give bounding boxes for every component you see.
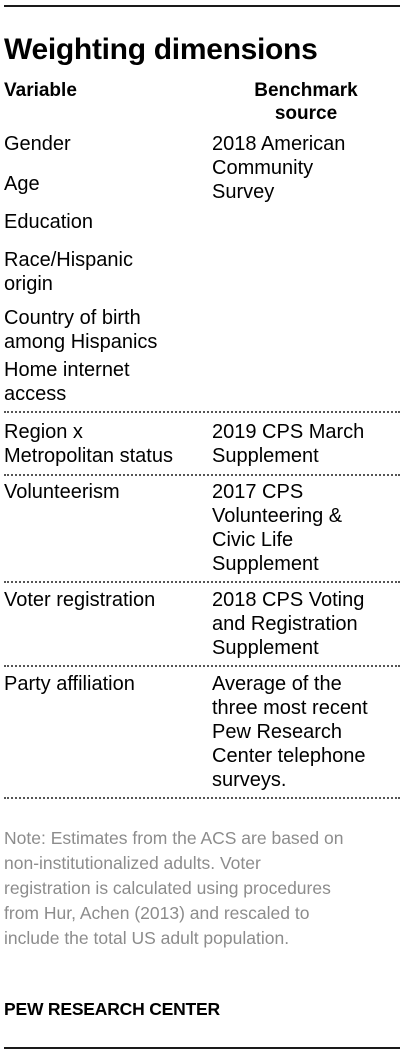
- variable-line: among Hispanics: [4, 331, 158, 353]
- note-line: Note: Estimates from the ACS are based o…: [4, 828, 344, 848]
- table-cell-source: 2018 American Community Survey: [212, 132, 345, 204]
- source-line: Supplement: [212, 637, 319, 659]
- variable-line: origin: [4, 273, 53, 295]
- table-cell-source: 2019 CPS March Supplement: [212, 420, 364, 468]
- source-line: Center telephone: [212, 745, 366, 767]
- table-cell-variable: Age: [4, 172, 40, 196]
- source-line: three most recent: [212, 697, 368, 719]
- source-line: Supplement: [212, 553, 319, 575]
- row-divider: [4, 474, 400, 476]
- variable-line: Age: [4, 173, 40, 195]
- table-cell-source: Average of the three most recent Pew Res…: [212, 672, 368, 792]
- top-rule: [4, 5, 400, 7]
- column-header-source-line: source: [274, 103, 338, 124]
- source-line: Volunteering &: [212, 505, 343, 527]
- variable-line: Party affiliation: [4, 673, 135, 695]
- source-line: and Registration: [212, 613, 358, 635]
- table-cell-variable: Race/Hispanic origin: [4, 248, 133, 296]
- source-line: 2018 American: [212, 133, 346, 155]
- note-line: non-institutionalized adults. Voter: [4, 853, 261, 873]
- variable-line: Metropolitan status: [4, 445, 173, 467]
- bottom-rule: [4, 1047, 400, 1049]
- source-line: Average of the: [212, 673, 342, 695]
- source-line: Civic Life: [212, 529, 294, 551]
- column-header-source-line: Benchmark: [254, 80, 358, 101]
- source-line: Survey: [212, 181, 275, 203]
- note-line: from Hur, Achen (2013) and rescaled to: [4, 903, 310, 923]
- note-line: include the total US adult population.: [4, 928, 290, 948]
- table-cell-source: 2017 CPS Volunteering & Civic Life Suppl…: [212, 480, 342, 576]
- variable-line: access: [4, 383, 67, 405]
- source-line: Pew Research: [212, 721, 343, 743]
- variable-line: Voter registration: [4, 589, 156, 611]
- note-line: registration is calculated using procedu…: [4, 878, 331, 898]
- source-line: 2018 CPS Voting: [212, 589, 365, 611]
- variable-line: Region x: [4, 421, 83, 443]
- table-cell-variable: Party affiliation: [4, 672, 135, 696]
- row-divider: [4, 797, 400, 799]
- column-header-variable: Variable: [4, 79, 77, 102]
- page-title: Weighting dimensions: [4, 33, 318, 66]
- column-header-source: Benchmark source: [236, 79, 376, 125]
- variable-line: Volunteerism: [4, 481, 120, 503]
- org-credit: PEW RESEARCH CENTER: [4, 999, 220, 1019]
- variable-line: Race/Hispanic: [4, 249, 133, 271]
- row-divider: [4, 411, 400, 413]
- row-divider: [4, 581, 400, 583]
- table-cell-source: 2018 CPS Voting and Registration Supplem…: [212, 588, 364, 660]
- table-cell-variable: Voter registration: [4, 588, 155, 612]
- source-line: Community: [212, 157, 314, 179]
- column-header-variable-label: Variable: [4, 80, 77, 101]
- table-cell-variable: Gender: [4, 132, 71, 156]
- variable-line: Education: [4, 211, 93, 233]
- table-cell-variable: Region x Metropolitan status: [4, 420, 173, 468]
- table-cell-variable: Education: [4, 210, 93, 234]
- note: Note: Estimates from the ACS are based o…: [4, 826, 402, 951]
- variable-line: Gender: [4, 133, 71, 155]
- row-divider: [4, 665, 400, 667]
- table-cell-variable: Volunteerism: [4, 480, 120, 504]
- source-line: Supplement: [212, 445, 319, 467]
- variable-line: Country of birth: [4, 307, 141, 329]
- table-cell-variable: Country of birth among Hispanics: [4, 306, 157, 354]
- source-line: surveys.: [212, 769, 287, 791]
- variable-line: Home internet: [4, 359, 130, 381]
- source-line: 2017 CPS: [212, 481, 304, 503]
- source-line: 2019 CPS March: [212, 421, 365, 443]
- table-cell-variable: Home internet access: [4, 358, 130, 406]
